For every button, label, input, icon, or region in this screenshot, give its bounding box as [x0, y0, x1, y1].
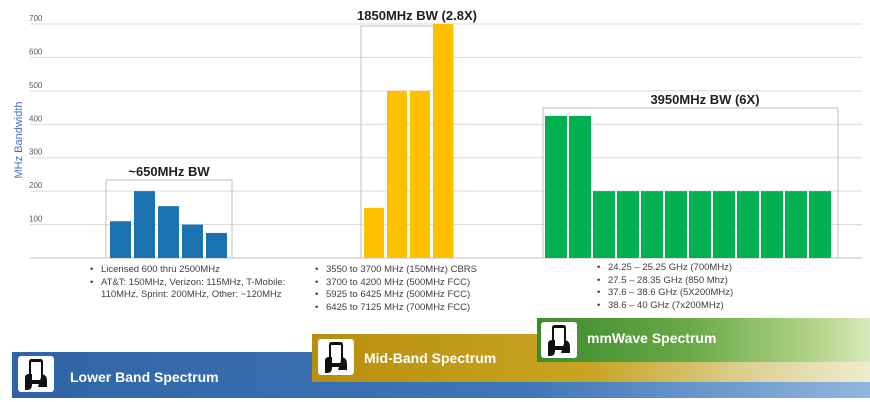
- mid-band-label: Mid-Band Spectrum: [364, 350, 497, 366]
- bar: [387, 90, 407, 258]
- bar: [617, 191, 639, 258]
- note-item: 3700 to 4200 MHz (500MHz FCC): [315, 277, 544, 290]
- note-item: 37.6 – 38.6 GHz (5X200MHz): [597, 287, 826, 300]
- y-tick-label: 500: [29, 81, 43, 90]
- note-item: 38.6 – 40 GHz (7x200MHz): [597, 300, 826, 313]
- bar: [110, 221, 131, 258]
- y-axis-label: MHz Bandwidth: [13, 101, 25, 178]
- bar: [689, 191, 711, 258]
- mmwave-notes: 24.25 – 25.25 GHz (700MHz) 27.5 – 28.35 …: [592, 262, 826, 312]
- smartphone-in-hand-icon: [18, 356, 54, 392]
- mmwave-banner: mmWave Spectrum: [537, 318, 870, 362]
- bar: [134, 191, 155, 258]
- spectrum-bar-chart: 100 200 300 400 500 600 700 MHz Bandwidth ~650MH…: [13, 8, 862, 259]
- note-item: 5925 to 6425 MHz (500MHz FCC): [315, 289, 544, 302]
- bar: [641, 191, 663, 258]
- y-tick-label: 100: [29, 215, 43, 224]
- bar: [665, 191, 687, 258]
- bar: [761, 191, 783, 258]
- y-tick-label: 600: [29, 47, 43, 56]
- smartphone-in-hand-icon: [318, 339, 354, 375]
- lower-band-label: Lower Band Spectrum: [70, 369, 219, 385]
- y-tick-label: 700: [29, 14, 43, 23]
- note-item: 3550 to 3700 MHz (150MHz) CBRS: [315, 264, 544, 277]
- y-tick-label: 400: [29, 114, 43, 123]
- note-item: Licensed 600 thru 2500MHz: [90, 264, 309, 277]
- bar: [545, 115, 567, 258]
- bar: [364, 207, 384, 258]
- bar: [158, 206, 179, 258]
- bar: [785, 191, 807, 258]
- group-label: 3950MHz BW (6X): [650, 92, 759, 107]
- bar: [809, 191, 831, 258]
- lower-band-notes: Licensed 600 thru 2500MHz AT&T: 150MHz, …: [85, 264, 309, 302]
- bar: [182, 224, 203, 258]
- bar: [410, 90, 430, 258]
- y-tick-label: 300: [29, 148, 43, 157]
- note-item: 6425 to 7125 MHz (700MHz FCC): [315, 302, 544, 315]
- y-tick-label: 200: [29, 181, 43, 190]
- group-label: ~650MHz BW: [128, 164, 210, 179]
- bar: [206, 232, 227, 258]
- note-item: AT&T: 150MHz, Verizon: 115MHz, T-Mobile:…: [90, 277, 309, 302]
- group-label: 1850MHz BW (2.8X): [357, 8, 477, 23]
- mmwave-label: mmWave Spectrum: [587, 330, 717, 346]
- bar: [433, 24, 453, 258]
- note-item: 27.5 – 28.35 GHz (850 Mhz): [597, 275, 826, 288]
- bar: [713, 191, 735, 258]
- smartphone-in-hand-icon: [541, 322, 577, 358]
- mid-band-notes: 3550 to 3700 MHz (150MHz) CBRS 3700 to 4…: [310, 264, 544, 314]
- bar: [737, 191, 759, 258]
- bar: [593, 191, 615, 258]
- bar: [569, 115, 591, 258]
- note-item: 24.25 – 25.25 GHz (700MHz): [597, 262, 826, 275]
